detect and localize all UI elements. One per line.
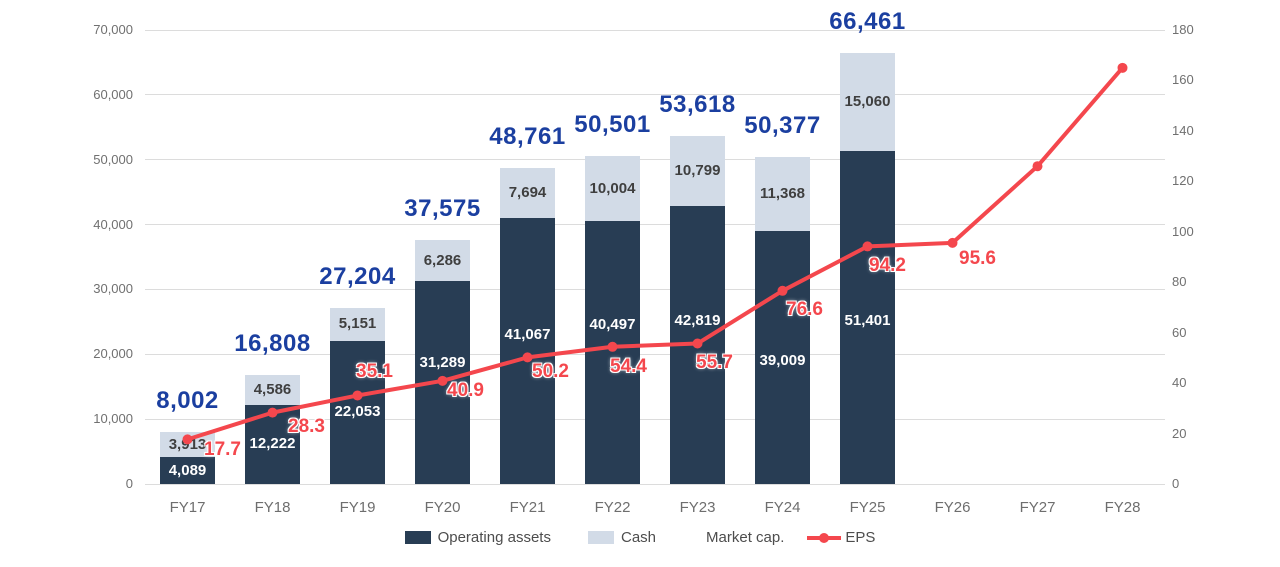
left-axis-tick: 70,000	[93, 22, 133, 37]
right-axis-tick: 160	[1172, 72, 1194, 88]
market-cap-value-label: 50,377	[744, 112, 821, 140]
operating-assets-value-label: 4,089	[168, 461, 207, 479]
legend-item-operating-assets: Operating assets	[404, 529, 551, 546]
eps-point	[1032, 161, 1043, 172]
gridline	[145, 483, 1165, 485]
right-axis-tick: 0	[1172, 476, 1180, 491]
right-axis-tick: 180	[1172, 22, 1194, 37]
gridline	[145, 159, 1165, 161]
cash-value-label: 5,151	[338, 315, 377, 333]
bar-segment-operating-assets	[585, 221, 640, 484]
cash-value-label: 11,368	[759, 185, 806, 203]
legend-label-market-cap: Market cap.	[706, 529, 785, 546]
cash-swatch	[587, 531, 614, 544]
right-axis-tick: 100	[1172, 223, 1194, 239]
legend-label-eps: EPS	[845, 529, 876, 546]
x-axis-label: FY19	[339, 499, 376, 516]
bar-segment-operating-assets	[670, 206, 725, 484]
legend-item-eps: EPS	[805, 529, 875, 546]
left-axis-tick: 20,000	[93, 346, 133, 362]
eps-value-label: 76.6	[786, 298, 823, 320]
eps-value-label: 55.7	[696, 351, 733, 373]
right-axis-tick: 80	[1172, 274, 1187, 290]
right-axis-tick: 20	[1172, 425, 1187, 441]
x-axis-label: FY24	[764, 499, 801, 516]
x-axis-label: FY25	[849, 499, 886, 516]
cash-value-label: 10,004	[589, 179, 636, 197]
x-axis-label: FY27	[1019, 499, 1056, 516]
gridline	[145, 29, 1165, 31]
right-axis-tick: 120	[1172, 173, 1194, 189]
eps-line-swatch	[807, 532, 842, 543]
eps-value-label: 17.7	[204, 439, 241, 461]
operating-assets-swatch	[404, 531, 431, 544]
eps-value-label: 28.3	[288, 415, 325, 437]
x-axis-label: FY23	[679, 499, 716, 516]
cash-value-label: 10,799	[674, 162, 721, 180]
cash-value-label: 4,586	[253, 380, 292, 398]
x-axis-label: FY28	[1104, 499, 1141, 516]
plot-area: 4,089 3,913 8,002 12,222 4,586 16,808 22,053 5,…	[145, 8, 1165, 485]
left-axis-tick: 0	[125, 476, 133, 491]
operating-assets-value-label: 42,819	[674, 312, 721, 330]
bar-segment-operating-assets	[160, 457, 215, 484]
eps-value-label: 40.9	[447, 379, 484, 401]
right-axis-tick: 40	[1172, 375, 1187, 391]
market-cap-value-label: 66,461	[829, 7, 906, 35]
bar-segment-operating-assets	[500, 217, 555, 484]
eps-value-label: 94.2	[869, 255, 906, 277]
legend-item-market-cap: Market cap.	[693, 529, 784, 546]
x-axis-label: FY26	[934, 499, 971, 516]
eps-value-label: 54.4	[610, 355, 647, 377]
cash-value-label: 6,286	[423, 251, 462, 269]
left-axis-tick: 40,000	[93, 216, 133, 232]
eps-point	[1117, 62, 1128, 73]
legend-label-cash: Cash	[620, 529, 657, 546]
legend: Operating assets Cash Market cap. EPS	[0, 529, 1280, 546]
gridline	[145, 224, 1165, 226]
x-axis-label: FY22	[594, 499, 631, 516]
x-axis-label: FY17	[169, 499, 206, 516]
cash-value-label: 15,060	[844, 92, 891, 110]
legend-label-operating-assets: Operating assets	[437, 529, 551, 546]
x-axis-label: FY21	[509, 499, 546, 516]
right-axis-tick: 60	[1172, 324, 1187, 340]
eps-value-label: 35.1	[356, 361, 393, 383]
left-axis-tick: 30,000	[93, 281, 133, 297]
eps-value-label: 50.2	[532, 361, 569, 383]
x-axis-label: FY18	[254, 499, 291, 516]
left-axis-tick: 50,000	[93, 151, 133, 167]
x-axis-label: FY20	[424, 499, 461, 516]
right-axis-tick: 140	[1172, 122, 1194, 138]
left-axis-tick: 60,000	[93, 86, 133, 102]
eps-value-label: 95.6	[959, 247, 996, 269]
left-axis-tick: 10,000	[93, 411, 133, 427]
legend-item-cash: Cash	[587, 529, 657, 546]
